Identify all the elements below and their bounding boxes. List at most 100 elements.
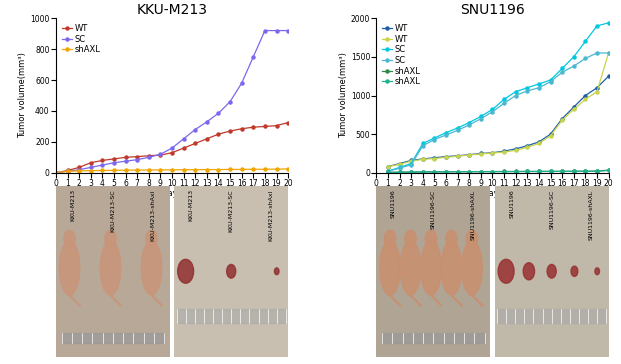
shAXL (134, 168, 141, 172)
SC (454, 128, 461, 132)
Ellipse shape (442, 241, 462, 295)
Text: SNU1196-shAXL: SNU1196-shAXL (471, 189, 476, 240)
WT (535, 140, 543, 144)
Circle shape (178, 259, 194, 283)
WT (593, 90, 601, 94)
SC (466, 123, 473, 127)
WT (215, 132, 222, 136)
Ellipse shape (466, 230, 478, 248)
WT (273, 123, 280, 128)
SC (419, 141, 427, 146)
SC (396, 166, 403, 170)
Ellipse shape (146, 230, 157, 248)
shAXL (558, 169, 566, 174)
shAXL (512, 169, 519, 174)
Text: KKU-M213: KKU-M213 (189, 189, 194, 221)
shAXL (75, 169, 83, 173)
shAXL (570, 169, 578, 174)
SC (524, 86, 531, 90)
WT (419, 157, 427, 161)
shAXL (52, 171, 60, 175)
WT (396, 161, 403, 166)
WT (558, 116, 566, 121)
WT (524, 145, 531, 150)
WT (466, 153, 473, 157)
shAXL (489, 170, 496, 174)
WT (477, 152, 484, 156)
Text: SNU1196-shAXL: SNU1196-shAXL (589, 189, 594, 240)
WT (419, 157, 427, 162)
shAXL (535, 169, 543, 174)
shAXL (238, 167, 245, 171)
shAXL (477, 170, 484, 174)
Text: SNU1196: SNU1196 (509, 189, 514, 218)
WT (535, 141, 543, 146)
SC (582, 56, 589, 60)
Bar (497, 309, 606, 323)
Bar (176, 309, 286, 323)
Line: shAXL: shAXL (55, 167, 289, 174)
Line: WT: WT (55, 121, 289, 174)
WT (180, 146, 188, 150)
Text: KKU-M213: KKU-M213 (70, 189, 76, 221)
Circle shape (571, 266, 578, 276)
shAXL (501, 169, 508, 174)
shAXL (558, 169, 566, 174)
SC (558, 66, 566, 71)
SC (570, 55, 578, 59)
shAXL (396, 170, 403, 174)
WT (442, 154, 450, 159)
Y-axis label: Tumor volume(mm³): Tumor volume(mm³) (19, 52, 27, 138)
SC (558, 70, 566, 75)
WT (477, 151, 484, 156)
SC (64, 169, 71, 174)
shAXL (454, 170, 461, 174)
SC (524, 89, 531, 93)
WT (407, 159, 415, 163)
shAXL (191, 167, 199, 172)
Ellipse shape (59, 241, 79, 295)
shAXL (593, 169, 601, 173)
SC (570, 64, 578, 68)
WT (489, 151, 496, 155)
Ellipse shape (446, 230, 457, 248)
X-axis label: Days: Days (161, 189, 183, 198)
WT (547, 132, 555, 136)
shAXL (605, 168, 612, 173)
WT (442, 155, 450, 159)
SC (191, 127, 199, 132)
SC (466, 120, 473, 125)
WT (547, 134, 555, 138)
WT (191, 141, 199, 146)
shAXL (547, 169, 555, 174)
SC (261, 28, 269, 33)
SC (501, 97, 508, 102)
shAXL (180, 167, 188, 172)
WT (605, 51, 612, 55)
shAXL (547, 169, 555, 174)
Y-axis label: Tumor volume(mm³): Tumor volume(mm³) (339, 52, 348, 138)
WT (501, 150, 508, 154)
Ellipse shape (462, 241, 483, 295)
Circle shape (524, 263, 535, 280)
SC (384, 169, 392, 174)
shAXL (261, 167, 269, 171)
WT (64, 168, 71, 173)
SC (273, 28, 280, 33)
SC (477, 114, 484, 119)
Legend: WT, SC, shAXL: WT, SC, shAXL (60, 22, 102, 56)
SC (605, 51, 612, 55)
SC (75, 167, 83, 172)
WT (238, 127, 245, 131)
shAXL (431, 170, 438, 174)
shAXL (203, 167, 211, 172)
WT (431, 155, 438, 160)
Text: SNU1196-SC: SNU1196-SC (431, 189, 436, 229)
WT (203, 136, 211, 141)
shAXL (384, 170, 392, 175)
SC (535, 86, 543, 90)
Ellipse shape (105, 230, 116, 248)
WT (75, 165, 83, 170)
shAXL (477, 169, 484, 174)
SC (52, 171, 60, 175)
